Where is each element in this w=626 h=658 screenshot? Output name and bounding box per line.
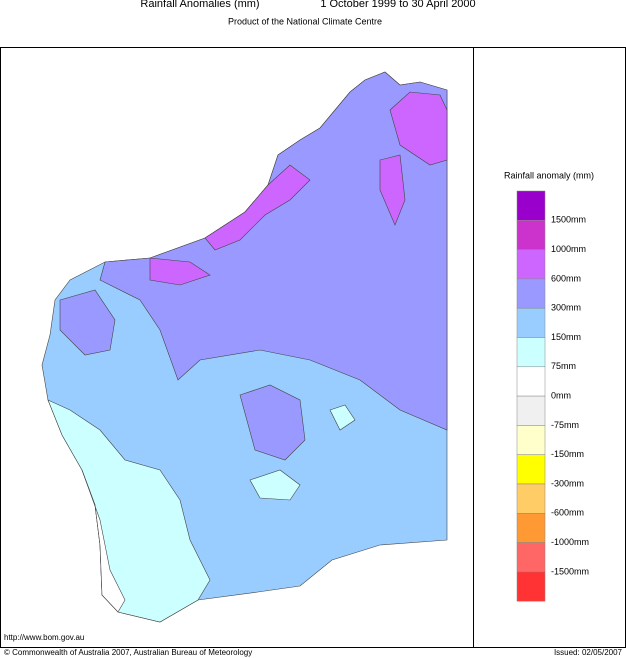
legend-swatch <box>516 425 546 455</box>
legend-label: -1000mm <box>551 537 589 547</box>
legend-swatch <box>516 454 546 485</box>
legend-label: -300mm <box>551 478 584 488</box>
legend-swatch <box>516 249 546 280</box>
region-0 <box>81 469 126 613</box>
region-75-b <box>249 469 301 501</box>
legend-label: 1500mm <box>551 215 586 225</box>
legend-swatch <box>516 513 546 543</box>
region-600-a <box>389 91 448 166</box>
legend-swatch <box>516 337 546 368</box>
map <box>41 71 448 623</box>
legend-swatch <box>516 278 546 309</box>
legend-swatch <box>516 542 546 573</box>
legend-label: -1500mm <box>551 566 589 576</box>
region-300 <box>99 71 448 431</box>
region-600-c <box>149 257 211 286</box>
legend-swatch <box>516 395 546 426</box>
legend-label: 0mm <box>551 390 571 400</box>
legend-label: 600mm <box>551 273 581 283</box>
copyright: © Commonwealth of Australia 2007, Austra… <box>4 648 252 657</box>
legend-swatch <box>516 190 546 221</box>
legend-title: Rainfall anomaly (mm) <box>504 170 594 180</box>
subtitle: Product of the National Climate Centre <box>228 16 382 26</box>
legend-swatch <box>516 366 546 397</box>
legend-swatch <box>516 307 546 338</box>
issued: Issued: 02/05/2007 <box>554 648 623 657</box>
period: 1 October 1999 to 30 April 2000 <box>320 0 475 10</box>
title: Rainfall Anomalies (mm) <box>140 0 259 10</box>
url: http://www.bom.gov.au <box>4 633 84 642</box>
legend: 1500mm 1000mm 600mm 300mm 150mm 75mm 0mm -75mm -… <box>516 190 589 602</box>
legend-label: -150mm <box>551 449 584 459</box>
legend-swatch <box>516 571 546 602</box>
region-300-b <box>59 289 116 356</box>
legend-label: 150mm <box>551 332 581 342</box>
legend-label: 300mm <box>551 303 581 313</box>
region-300-c <box>239 384 306 461</box>
region-600-b <box>204 164 311 251</box>
legend-swatch <box>516 220 546 250</box>
legend-label: -600mm <box>551 508 584 518</box>
legend-label: 1000mm <box>551 244 586 254</box>
region-600-d <box>379 154 406 226</box>
legend-label: 75mm <box>551 361 576 371</box>
region-75-c <box>329 404 356 431</box>
legend-swatch <box>516 483 546 514</box>
legend-label: -75mm <box>551 420 579 430</box>
